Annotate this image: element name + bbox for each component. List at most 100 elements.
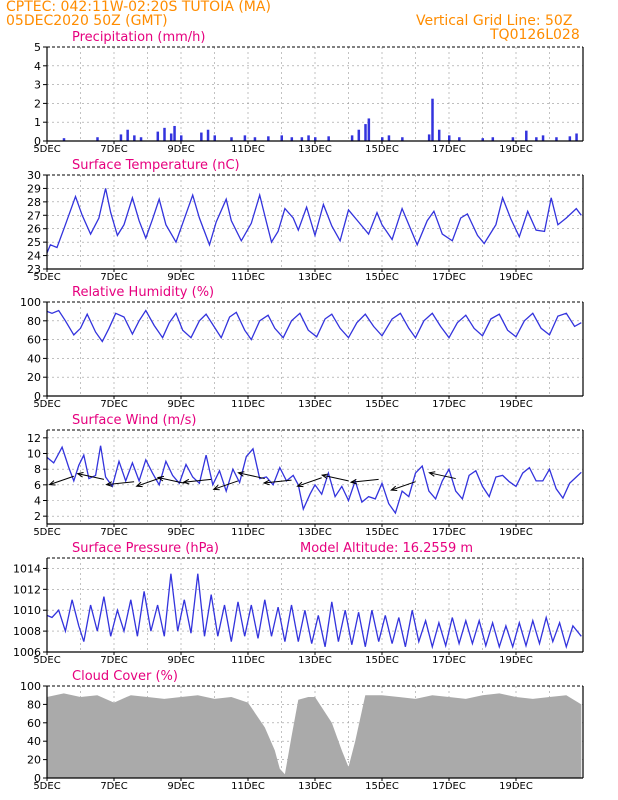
y-tick-label: 20 — [27, 754, 41, 767]
precip-bar — [437, 129, 441, 141]
wind-arrow — [212, 480, 239, 491]
x-tick-label: 19DEC — [499, 399, 533, 410]
wind-arrow — [428, 471, 456, 480]
x-tick-label: 17DEC — [432, 655, 466, 666]
wind-arrow-head — [237, 471, 245, 477]
precip-bar — [290, 137, 294, 141]
x-tick-label: 9DEC — [167, 781, 194, 792]
x-tick-label: 13DEC — [298, 399, 332, 410]
x-tick-label: 15DEC — [365, 527, 399, 538]
wind-arrow-head — [76, 472, 84, 478]
header-station: CPTEC: 042:11W-02:20S TUTOIA (MA) — [6, 0, 271, 15]
y-tick-label: 12 — [27, 432, 41, 445]
x-tick-label: 19DEC — [499, 272, 533, 283]
panel-title: Surface Wind (m/s) — [72, 413, 196, 428]
wind-arrow-head — [390, 485, 398, 491]
precip-bar — [200, 132, 203, 141]
y-tick-label: 4 — [34, 495, 41, 508]
y-tick-label: 1008 — [13, 625, 41, 638]
precip-bar — [327, 136, 330, 141]
precip-bar — [230, 137, 233, 141]
y-tick-label: 2 — [34, 97, 41, 110]
precip-bar — [213, 135, 216, 141]
series-line-surface-temperature-nc — [46, 188, 582, 254]
y-tick-label: 1006 — [13, 646, 41, 659]
y-tick-label: 4 — [34, 60, 41, 73]
x-tick-label: 11DEC — [231, 272, 265, 283]
y-tick-label: 27 — [27, 209, 41, 222]
x-tick-label: 17DEC — [432, 144, 466, 155]
model-altitude-label: Model Altitude: 16.2559 m — [300, 541, 473, 556]
precip-bar — [535, 137, 538, 141]
wind-arrow — [296, 477, 322, 488]
x-tick-label: 5DEC — [33, 781, 60, 792]
y-tick-label: 3 — [34, 79, 41, 92]
wind-arrow — [76, 472, 105, 480]
x-tick-label: 15DEC — [365, 399, 399, 410]
y-tick-label: 1 — [34, 116, 41, 129]
wind-arrow-shaft — [391, 481, 416, 491]
wind-arrow-head — [320, 473, 329, 480]
wind-arrow-head — [48, 480, 56, 486]
panel-surface-wind-m-s: 2 4 6 8 10 12 5DEC 7DEC 9DEC 11DEC 13DEC 15DEC 17DEC… — [27, 413, 584, 538]
wind-arrow — [262, 479, 292, 486]
precip-bar — [133, 135, 136, 141]
precip-bar — [364, 124, 367, 141]
y-tick-label: 10 — [27, 448, 41, 461]
panel-cloud-cover: 0 20 40 60 80 100 5DEC 7DEC 9DEC 11DEC 13DEC 15DEC 1… — [20, 669, 584, 792]
precip-bar — [314, 137, 317, 141]
precip-bar — [156, 131, 160, 141]
y-tick-label: 60 — [27, 717, 41, 730]
x-tick-label: 19DEC — [499, 527, 533, 538]
y-tick-label: 26 — [27, 223, 41, 236]
x-tick-label: 5DEC — [33, 272, 60, 283]
x-tick-label: 9DEC — [167, 399, 194, 410]
y-tick-label: 60 — [27, 334, 41, 347]
wind-arrow — [349, 478, 379, 485]
precip-bar — [427, 134, 431, 141]
x-tick-label: 7DEC — [100, 781, 127, 792]
x-tick-label: 9DEC — [167, 144, 194, 155]
x-tick-label: 13DEC — [298, 527, 332, 538]
precip-bar — [575, 133, 578, 141]
x-tick-label: 17DEC — [432, 781, 466, 792]
panel-precipitation-mm-h: 0 1 2 3 4 5 5DEC 7DEC 9DEC 11DEC 13DEC 15DEC 17DEC 19… — [33, 30, 584, 155]
precip-bar — [126, 129, 129, 141]
y-tick-label: 100 — [20, 680, 41, 693]
precip-bar — [568, 136, 572, 141]
x-tick-label: 13DEC — [298, 781, 332, 792]
y-tick-label: 1012 — [13, 583, 41, 596]
x-tick-label: 19DEC — [499, 655, 533, 666]
y-tick-label: 0 — [34, 390, 41, 403]
x-tick-label: 11DEC — [231, 655, 265, 666]
wind-arrow — [156, 475, 185, 484]
precip-bar — [96, 137, 99, 141]
precip-bar — [387, 135, 391, 141]
wind-arrow-shaft — [297, 477, 322, 487]
y-tick-label: 25 — [27, 236, 41, 249]
wind-arrow-head — [212, 484, 220, 491]
y-tick-label: 0 — [34, 135, 41, 148]
y-tick-label: 0 — [34, 772, 41, 785]
precip-bar — [555, 137, 558, 141]
precip-bar — [401, 137, 404, 141]
wind-arrow-head — [105, 481, 113, 487]
wind-arrow-shaft — [263, 479, 292, 484]
x-tick-label: 13DEC — [298, 144, 332, 155]
y-tick-label: 23 — [27, 263, 41, 276]
precip-bar — [431, 98, 434, 141]
x-tick-label: 7DEC — [100, 655, 127, 666]
x-tick-label: 5DEC — [33, 399, 60, 410]
x-tick-label: 17DEC — [432, 272, 466, 283]
precip-bar — [243, 135, 247, 141]
panel-title: Relative Humidity (%) — [72, 285, 214, 300]
wind-arrow-shaft — [136, 477, 162, 487]
wind-arrow-head — [156, 475, 165, 482]
wind-arrow — [320, 473, 349, 482]
panel-title: Precipitation (mm/h) — [72, 30, 205, 45]
x-tick-label: 11DEC — [231, 781, 265, 792]
series-line-relative-humidity — [46, 309, 582, 343]
x-tick-label: 19DEC — [499, 144, 533, 155]
wind-arrow — [48, 475, 74, 486]
